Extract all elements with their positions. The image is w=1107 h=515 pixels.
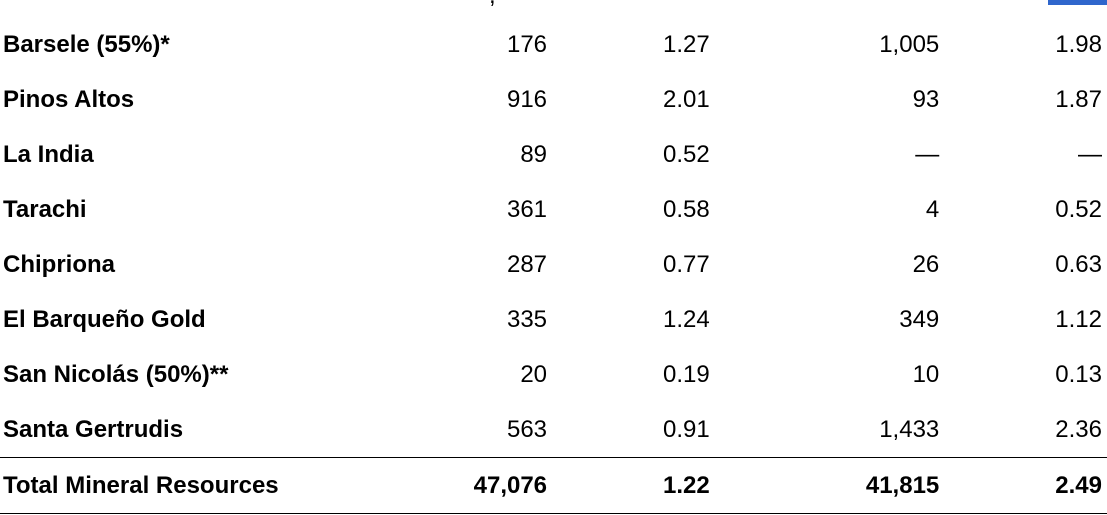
row-name: Chipriona <box>3 250 115 278</box>
cell-value-2: 0.91 <box>662 415 710 443</box>
row-name: La India <box>3 140 94 168</box>
cell-value-4: 1.87 <box>1055 85 1102 113</box>
row-name: Tarachi <box>3 195 87 223</box>
cell-value-4: 1.98 <box>1055 30 1102 58</box>
cell-value-2: 0.19 <box>662 360 710 388</box>
cell-value-2: 0.77 <box>662 250 710 278</box>
cell-value-4: 2.49 <box>939 457 1107 514</box>
cell-value-2: 1.27 <box>662 30 710 58</box>
cell-value-2: 1.24 <box>662 305 710 333</box>
cell-value-1: 287 <box>506 250 548 278</box>
cell-value-4: 0.63 <box>1055 250 1102 278</box>
cell-value-1: 47,076 <box>402 457 548 514</box>
row-name: Santa Gertrudis <box>3 415 184 443</box>
cell-value-3: 1,005 <box>879 30 940 58</box>
cell-value-4: 0.13 <box>1055 360 1102 388</box>
header-fragment: , <box>489 0 496 10</box>
row-name: Pinos Altos <box>3 85 135 113</box>
cell-value-3: — <box>915 140 940 168</box>
cell-value-1: 89 <box>520 140 548 168</box>
cell-value-2: 2.01 <box>662 85 710 113</box>
cell-value-3: 10 <box>912 360 940 388</box>
total-row: Total Mineral Resources 47,076 1.22 41,815 2… <box>0 457 1107 514</box>
table-row: Santa Gertrudis 563 0.91 1,433 2.36 <box>0 402 1107 458</box>
cell-value-3: 26 <box>912 250 940 278</box>
table-row: Chipriona 287 0.77 26 0.63 <box>0 237 1107 292</box>
row-name: El Barqueño Gold <box>3 305 206 333</box>
cell-value-4: 0.52 <box>1055 195 1102 223</box>
cell-value-3: 93 <box>912 85 940 113</box>
table-row: Pinos Altos 916 2.01 93 1.87 <box>0 72 1107 127</box>
cell-value-3: 1,433 <box>879 415 940 443</box>
table-row: Barsele (55%)* 176 1.27 1,005 1.98 <box>0 17 1107 72</box>
cell-value-1: 361 <box>506 195 548 223</box>
cell-value-4: — <box>1078 140 1102 168</box>
cell-value-1: 335 <box>506 305 548 333</box>
cell-value-4: 2.36 <box>1055 415 1102 443</box>
cell-value-2: 0.58 <box>662 195 710 223</box>
table-row: Tarachi 361 0.58 4 0.52 <box>0 182 1107 237</box>
mineral-resources-table: Barsele (55%)* 176 1.27 1,005 1.98 Pinos Alto… <box>0 17 1107 514</box>
row-name: Total Mineral Resources <box>0 457 403 514</box>
scroll-indicator-bar <box>1048 0 1107 5</box>
cell-value-3: 41,815 <box>709 457 940 514</box>
cell-value-3: 349 <box>899 305 940 333</box>
cell-value-4: 1.12 <box>1055 305 1102 333</box>
cell-value-1: 563 <box>506 415 548 443</box>
table-row: El Barqueño Gold 335 1.24 349 1.12 <box>0 292 1107 347</box>
cell-value-1: 20 <box>520 360 548 388</box>
table-row: San Nicolás (50%)** 20 0.19 10 0.13 <box>0 347 1107 402</box>
cell-value-1: 176 <box>506 30 548 58</box>
row-name: San Nicolás (50%)** <box>3 360 229 388</box>
cell-value-3: 4 <box>925 195 940 223</box>
cell-value-2: 1.22 <box>547 457 710 514</box>
row-name: Barsele (55%)* <box>3 30 170 58</box>
table-row: La India 89 0.52 — — <box>0 127 1107 182</box>
cell-value-1: 916 <box>506 85 548 113</box>
cell-value-2: 0.52 <box>662 140 710 168</box>
